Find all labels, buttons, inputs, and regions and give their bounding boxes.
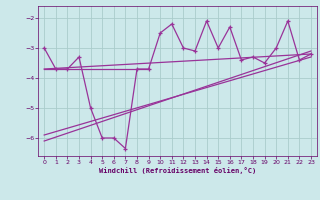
X-axis label: Windchill (Refroidissement éolien,°C): Windchill (Refroidissement éolien,°C) [99, 167, 256, 174]
